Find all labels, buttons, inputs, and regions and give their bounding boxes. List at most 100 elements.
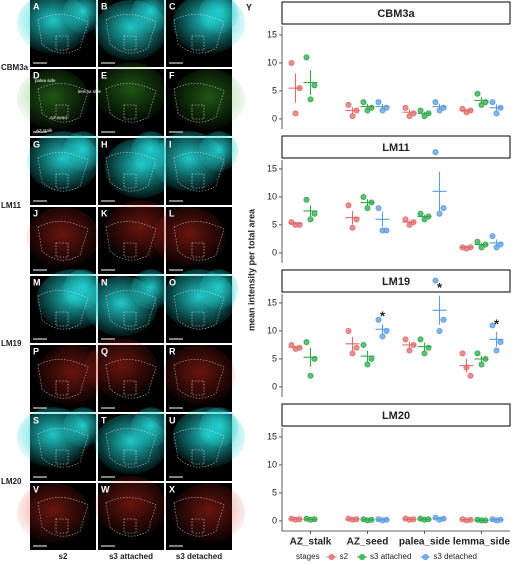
data-point [489, 322, 496, 329]
y-tick-label: 5 [272, 487, 277, 497]
data-point [482, 355, 489, 362]
data-point [425, 344, 432, 351]
tissue-outline [105, 83, 157, 123]
data-point [482, 99, 489, 106]
region-box [191, 35, 205, 51]
tissue-outline [173, 428, 225, 468]
data-point [440, 104, 447, 111]
data-point [421, 350, 428, 357]
region-box [191, 449, 205, 465]
tissue [199, 407, 239, 448]
legend-label: s3 detached [433, 552, 477, 561]
tissue [63, 131, 103, 172]
data-point [379, 517, 386, 524]
tissue-outline [173, 290, 225, 330]
y-tick-label: 10 [267, 57, 277, 67]
facet-strip [281, 403, 511, 427]
data-point [497, 104, 504, 111]
data-point [489, 233, 496, 240]
data-point [463, 517, 470, 524]
tissue-outline [37, 290, 89, 330]
region-box [123, 518, 137, 534]
data-point [402, 104, 409, 111]
data-point [474, 238, 481, 245]
significance-label: * [380, 309, 386, 324]
tissue-outline [105, 359, 157, 399]
row-label: LM20 [1, 477, 22, 486]
tissue-outline [37, 83, 89, 123]
data-point [474, 350, 481, 357]
region-box [55, 242, 69, 258]
data-point [410, 219, 417, 226]
data-point [482, 241, 489, 248]
data-point [421, 216, 428, 223]
data-point [467, 372, 474, 379]
facet-title: CBM3a [377, 8, 415, 20]
data-point [421, 113, 428, 120]
facet-title: LM11 [382, 142, 410, 154]
data-point [493, 347, 500, 354]
data-point [478, 361, 485, 368]
column-label: s3 detached [176, 552, 222, 561]
y-tick-label: 5 [272, 353, 277, 363]
x-tick-label: AZ_seed [347, 537, 389, 548]
data-point [440, 316, 447, 323]
data-point [425, 213, 432, 220]
panel-letter: T [101, 415, 107, 425]
data-point [417, 210, 424, 217]
data-point [303, 54, 310, 61]
panel-letter: R [169, 346, 176, 356]
panel-letter: V [33, 484, 39, 494]
data-point [493, 517, 500, 524]
panel-letter: X [169, 484, 175, 494]
tissue [172, 69, 246, 130]
row-label: LM19 [1, 339, 22, 348]
data-point [288, 219, 295, 226]
panel-letter: L [169, 208, 175, 218]
tissue-outline [173, 359, 225, 399]
tissue [16, 69, 90, 130]
data-point [296, 85, 303, 92]
data-point [364, 205, 371, 212]
region-box [123, 380, 137, 396]
legend-key [359, 554, 366, 561]
data-point [311, 82, 318, 89]
data-point [493, 244, 500, 251]
region-box [123, 311, 137, 327]
panel-letter: J [33, 208, 38, 218]
panel-letter: C [169, 1, 176, 11]
region-box [123, 173, 137, 189]
region-box [55, 35, 69, 51]
data-point [463, 109, 470, 116]
data-point [406, 113, 413, 120]
tissue-outline [173, 83, 225, 123]
data-point [368, 104, 375, 111]
data-point [432, 149, 439, 156]
tissue [131, 269, 171, 310]
tissue [63, 0, 103, 34]
facet-strip [281, 1, 511, 25]
data-point [375, 99, 382, 106]
legend-label: s3 attached [370, 552, 411, 561]
data-point [459, 350, 466, 357]
panel-letter: Q [101, 346, 108, 356]
tissue-outline [37, 152, 89, 192]
data-point [459, 105, 466, 112]
region-box [55, 380, 69, 396]
data-point [292, 345, 299, 352]
tissue-outline [173, 14, 225, 54]
x-tick-label: AZ_stalk [290, 537, 332, 548]
legend-title: stages [296, 552, 320, 561]
micrograph-annotation: AZ stalk [36, 128, 53, 133]
data-point [349, 224, 356, 231]
data-point [379, 227, 386, 234]
column-label: s3 attached [109, 552, 153, 561]
panel-letter: I [169, 139, 172, 149]
region-box [123, 104, 137, 120]
data-point [463, 364, 470, 371]
data-point [353, 344, 360, 351]
y-tick-label: 10 [267, 459, 277, 469]
x-tick-label: palea_side [399, 537, 451, 548]
panel-letter: H [101, 139, 108, 149]
data-point [421, 516, 428, 523]
